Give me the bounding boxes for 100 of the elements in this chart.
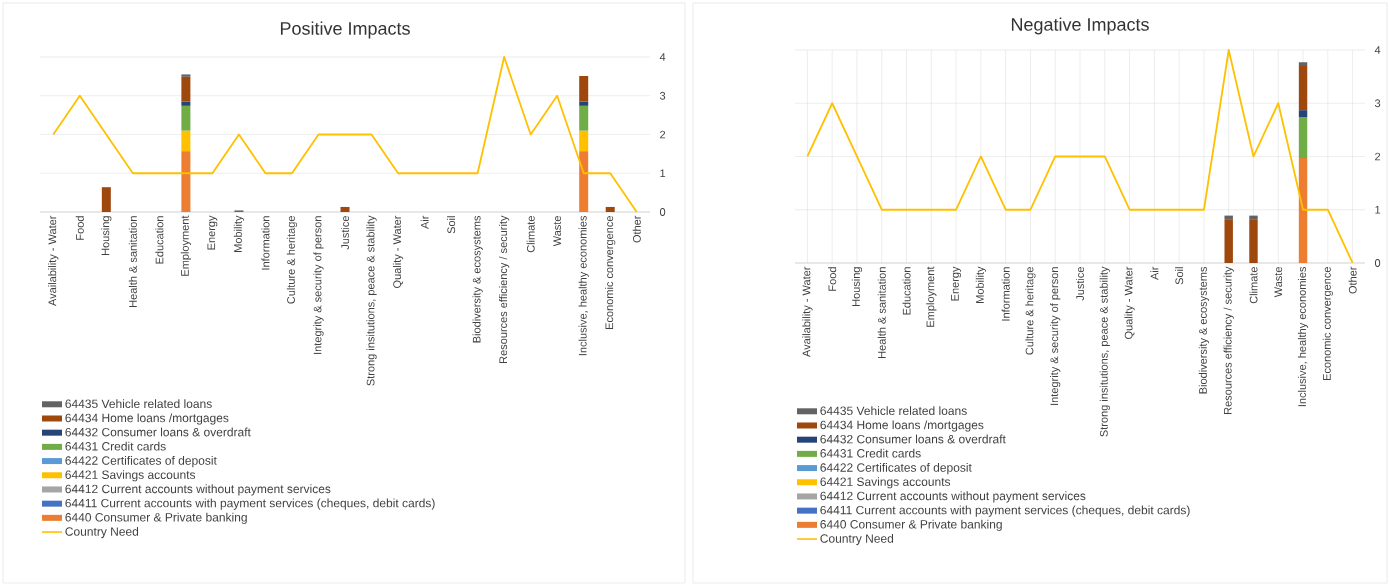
x-tick-label: Resources efficiency / security xyxy=(499,215,510,363)
legend-label: 64411 Current accounts with payment services (cheques, debit cards) xyxy=(65,498,435,510)
x-tick-label: Information xyxy=(261,216,270,270)
legend-label: 6440 Consumer & Private banking xyxy=(65,512,247,524)
y2-tick-label: 3 xyxy=(659,91,666,100)
y2-tick-label: 0 xyxy=(659,208,666,216)
x-tick-label: Justice xyxy=(340,216,350,250)
x-tick-label: Availability - Water xyxy=(48,215,59,306)
bar xyxy=(1224,215,1233,220)
bar xyxy=(1298,65,1308,111)
x-tick-label: Employment xyxy=(180,215,191,276)
x-tick-label: Inclusive, healthy economies xyxy=(1297,266,1309,407)
x-tick-label: Housing xyxy=(101,216,112,255)
legend-label: 6440 Consumer & Private banking xyxy=(820,519,1002,531)
legend-label: 64431 Credit cards xyxy=(65,441,166,451)
x-tick-label: Health & sanitation xyxy=(128,216,137,307)
bar xyxy=(181,151,191,212)
x-tick-label: Culture & heritage xyxy=(286,216,298,304)
x-tick-label: Integrity & security of person xyxy=(1050,267,1061,405)
bar xyxy=(1249,219,1258,263)
y2-tick-label: 0 xyxy=(1374,259,1381,267)
x-tick-label: Biodiversity & ecosystems xyxy=(472,215,483,343)
x-tick-label: Justice xyxy=(1075,267,1085,301)
x-tick-label: Culture & heritage xyxy=(1025,267,1036,355)
y2-tick-label: 2 xyxy=(660,130,666,139)
x-tick-label: Energy xyxy=(951,266,962,301)
x-tick-label: Housing xyxy=(851,267,863,306)
x-tick-label: Information xyxy=(1001,267,1010,321)
bar xyxy=(181,76,191,102)
x-tick-label: Economic convergence xyxy=(1322,267,1333,380)
bar xyxy=(579,101,589,106)
x-tick-label: Health & sanitation xyxy=(877,267,886,358)
x-tick-label: Quality - Water xyxy=(1124,266,1135,339)
x-tick-label: Soil xyxy=(447,216,456,234)
legend-label: 64435 Vehicle related loans xyxy=(65,399,212,408)
x-tick-label: Inclusive, healthy economies xyxy=(578,215,589,356)
y2-tick-label: 4 xyxy=(1374,46,1381,54)
bar xyxy=(181,105,191,131)
x-tick-label: Strong insitutions, peace & stability xyxy=(1099,266,1110,437)
bar xyxy=(1298,62,1308,66)
legend-label: 64421 Savings accounts xyxy=(65,470,196,482)
bar xyxy=(181,130,191,152)
y2-tick-label: 1 xyxy=(660,169,666,178)
x-tick-label: Other xyxy=(632,215,641,243)
x-tick-label: Climate xyxy=(1249,267,1258,304)
x-tick-label: Air xyxy=(420,215,429,229)
x-tick-label: Mobility xyxy=(975,266,986,303)
y2-tick-label: 3 xyxy=(1374,99,1381,108)
chart-title: Negative Impacts xyxy=(1011,17,1149,35)
bar xyxy=(579,151,589,212)
bar xyxy=(605,206,615,212)
legend-label: 64412 Current accounts without payment services xyxy=(65,484,331,496)
legend-label: 64422 Certificates of deposit xyxy=(65,455,217,468)
legend-label: 64422 Certificates of deposit xyxy=(820,462,972,475)
bar xyxy=(101,187,111,212)
legend-label: 64431 Credit cards xyxy=(820,448,921,458)
bar xyxy=(1298,110,1308,118)
bar xyxy=(340,206,350,212)
bar xyxy=(181,101,191,106)
x-tick-label: Quality - Water xyxy=(392,215,404,288)
y2-tick-label: 4 xyxy=(659,53,666,61)
legend-label: 64432 Consumer loans & overdraft xyxy=(820,434,1006,444)
x-tick-label: Waste xyxy=(1274,267,1283,298)
x-tick-label: Food xyxy=(828,267,837,291)
x-tick-label: Soil xyxy=(1175,267,1184,285)
x-tick-label: Climate xyxy=(526,216,535,253)
chart-title: Positive Impacts xyxy=(280,21,410,39)
x-tick-label: Resources efficiency / security xyxy=(1223,266,1234,414)
legend-label: 64421 Savings accounts xyxy=(820,477,951,489)
x-tick-label: Waste xyxy=(553,216,562,247)
y2-tick-label: 2 xyxy=(1375,152,1381,161)
legend-label: 64411 Current accounts with payment services (cheques, debit cards) xyxy=(820,505,1190,517)
bar xyxy=(1298,117,1308,159)
x-tick-label: Food xyxy=(75,216,84,240)
bar xyxy=(579,105,589,131)
y2-tick-label: 1 xyxy=(1375,205,1381,214)
legend-label: 64435 Vehicle related loans xyxy=(820,406,967,415)
legend-label: 64434 Home loans /mortgages xyxy=(820,420,984,432)
x-tick-label: Strong insitutions, peace & stability xyxy=(366,215,377,386)
bar xyxy=(579,75,589,102)
x-tick-label: Availability - Water xyxy=(802,266,813,357)
x-tick-label: Integrity & security of person xyxy=(313,216,324,354)
legend-label: Country Need xyxy=(65,526,139,539)
bar xyxy=(1249,215,1258,220)
bar xyxy=(181,74,191,77)
bar xyxy=(1224,219,1233,263)
legend-label: 64432 Consumer loans & overdraft xyxy=(65,427,251,437)
bar xyxy=(1298,158,1308,263)
x-tick-label: Education xyxy=(902,267,911,315)
x-tick-label: Energy xyxy=(207,215,218,250)
x-tick-label: Biodiversity & ecosystems xyxy=(1198,266,1210,394)
x-tick-label: Employment xyxy=(926,266,937,327)
legend-label: 64434 Home loans /mortgages xyxy=(65,413,229,425)
legend-label: Country Need xyxy=(820,533,894,546)
legend-label: 64412 Current accounts without payment services xyxy=(820,491,1086,503)
x-tick-label: Other xyxy=(1348,266,1357,294)
x-tick-label: Education xyxy=(155,216,164,264)
x-tick-label: Mobility xyxy=(233,215,245,252)
bar xyxy=(579,130,589,152)
x-tick-label: Economic convergence xyxy=(605,216,616,329)
